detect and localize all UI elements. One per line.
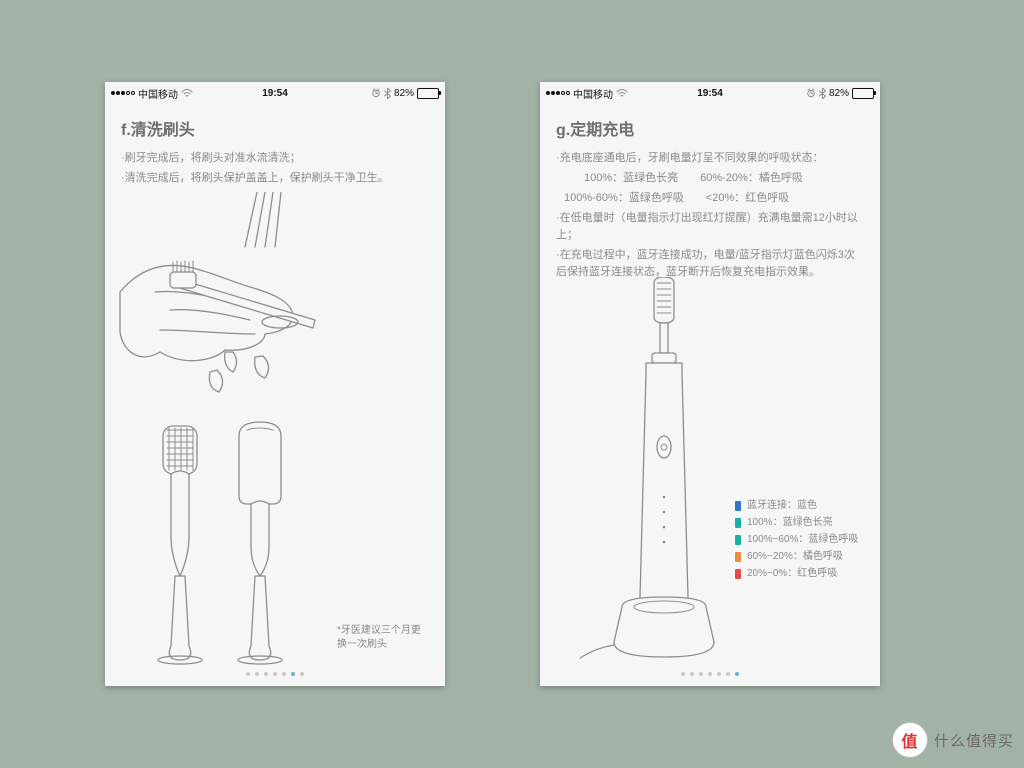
legend-swatch [735, 569, 741, 579]
bullet: ·充电底座通电后，牙刷电量灯呈不同效果的呼吸状态： [556, 150, 864, 167]
phone-screenshot-left: 中国移动 19:54 82% f.清洗刷头 ·刷牙完成后，将刷头对准水流清洗； … [105, 82, 445, 686]
legend-label: 蓝牙连接：蓝色 [747, 497, 817, 514]
rinse-illustration [115, 192, 375, 412]
legend-row: 100%：蓝绿色长亮 [735, 514, 858, 531]
legend-row: 20%~0%：红色呼吸 [735, 565, 858, 582]
watermark-badge-icon: 值 [892, 722, 928, 758]
battery-pct-label: 82% [394, 88, 414, 99]
battery-pct-label: 82% [829, 88, 849, 99]
legend-row: 60%~20%：橘色呼吸 [735, 548, 858, 565]
status-bar: 中国移动 19:54 82% [105, 82, 445, 102]
page-indicator [105, 672, 445, 676]
page-title: g.定期充电 [556, 116, 864, 140]
alarm-icon [806, 88, 816, 98]
legend-swatch [735, 535, 741, 545]
instruction-text: ·刷牙完成后，将刷头对准水流清洗； ·清洗完成后，将刷头保护盖盖上，保护刷头干净… [121, 150, 429, 187]
clock-label: 19:54 [262, 88, 288, 99]
wifi-icon [616, 89, 628, 98]
battery-icon [852, 88, 874, 99]
clock-label: 19:54 [697, 88, 723, 99]
legend-row: 蓝牙连接：蓝色 [735, 497, 858, 514]
legend-label: 100%：蓝绿色长亮 [747, 514, 833, 531]
legend-label: 20%~0%：红色呼吸 [747, 565, 837, 582]
legend-label: 60%~20%：橘色呼吸 [747, 548, 843, 565]
alarm-icon [371, 88, 381, 98]
carrier-label: 中国移动 [138, 86, 178, 101]
legend-swatch [735, 518, 741, 528]
legend-swatch [735, 501, 741, 511]
watermark-text: 什么值得买 [934, 730, 1014, 751]
phone-screenshot-right: 中国移动 19:54 82% g.定期充电 ·充电底座通电后，牙刷电量灯呈不同效… [540, 82, 880, 686]
page-content-right: g.定期充电 ·充电底座通电后，牙刷电量灯呈不同效果的呼吸状态： 100%：蓝绿… [540, 102, 880, 686]
instruction-text: ·充电底座通电后，牙刷电量灯呈不同效果的呼吸状态： 100%：蓝绿色长亮 60%… [556, 150, 864, 281]
carrier-label: 中国移动 [573, 86, 613, 101]
watermark: 值 什么值得买 [892, 722, 1014, 758]
bluetooth-icon [384, 88, 391, 99]
page-indicator [540, 672, 880, 676]
bluetooth-icon [819, 88, 826, 99]
bullet: ·刷牙完成后，将刷头对准水流清洗； [121, 150, 429, 167]
legend-label: 100%~60%：蓝绿色呼吸 [747, 531, 858, 548]
legend-row: 100%~60%：蓝绿色呼吸 [735, 531, 858, 548]
signal-dots [546, 91, 570, 95]
bullet: ·清洗完成后，将刷头保护盖盖上，保护刷头干净卫生。 [121, 170, 429, 187]
status-bar: 中国移动 19:54 82% [540, 82, 880, 102]
wifi-icon [181, 89, 193, 98]
charging-illustration [580, 277, 750, 677]
brush-heads-illustration [135, 416, 305, 666]
page-title: f.清洗刷头 [121, 116, 429, 140]
bullet: ·在低电量时（电量指示灯出现红灯提醒）充满电量需12小时以上； [556, 210, 864, 244]
bullet: 100%：蓝绿色长亮 60%-20%：橘色呼吸 [556, 170, 864, 187]
signal-dots [111, 91, 135, 95]
led-legend: 蓝牙连接：蓝色 100%：蓝绿色长亮 100%~60%：蓝绿色呼吸 60%~20… [735, 497, 858, 582]
battery-icon [417, 88, 439, 99]
footnote: *牙医建议三个月更换一次刷头 [337, 624, 427, 652]
page-content-left: f.清洗刷头 ·刷牙完成后，将刷头对准水流清洗； ·清洗完成后，将刷头保护盖盖上… [105, 102, 445, 686]
bullet: 100%-60%：蓝绿色呼吸 <20%：红色呼吸 [556, 190, 864, 207]
legend-swatch [735, 552, 741, 562]
